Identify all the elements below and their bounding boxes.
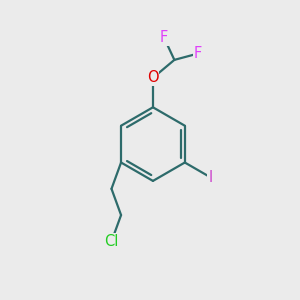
Text: F: F xyxy=(194,46,202,61)
Text: Cl: Cl xyxy=(104,234,119,249)
Text: F: F xyxy=(160,31,168,46)
Text: I: I xyxy=(208,170,212,185)
Text: O: O xyxy=(147,70,159,86)
